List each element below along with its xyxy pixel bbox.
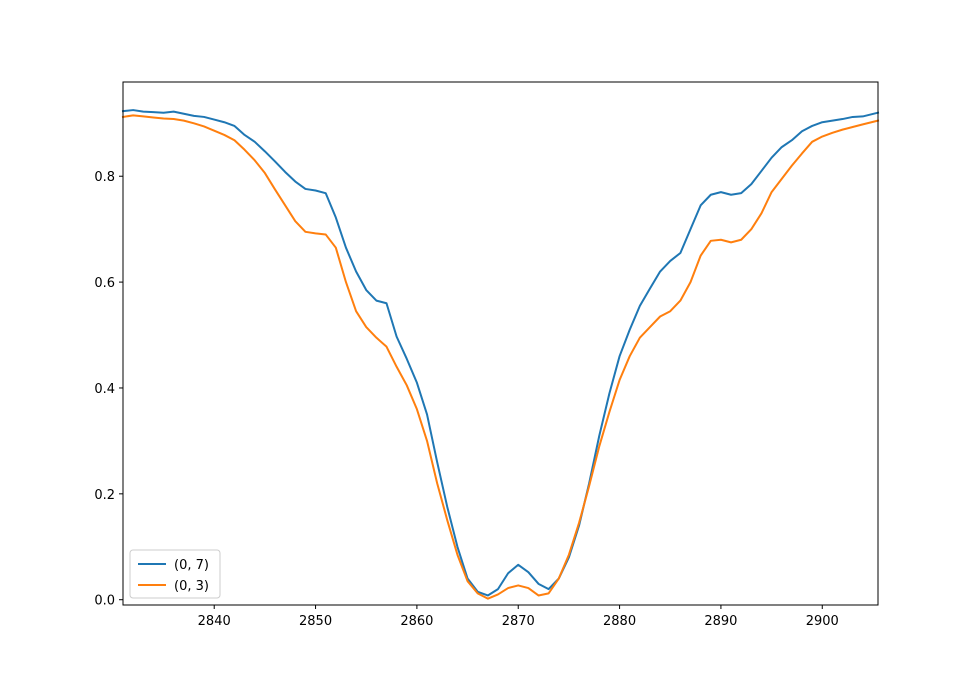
y-tick-label: 0.4	[94, 382, 115, 397]
y-axis: 0.0 0.2 0.4 0.6 0.8	[94, 170, 123, 609]
y-tick-label: 0.6	[94, 276, 115, 291]
y-tick-label: 0.8	[94, 170, 115, 185]
series-layer	[121, 109, 880, 600]
legend: (0, 7) (0, 3)	[129, 549, 221, 599]
x-tick-label: 2900	[806, 614, 839, 629]
x-tick-label: 2870	[502, 614, 535, 629]
series-line-2	[121, 114, 880, 600]
x-tick-label: 2890	[704, 614, 737, 629]
x-tick-label: 2860	[400, 614, 433, 629]
series-line-1	[121, 109, 880, 597]
x-tick-label: 2840	[198, 614, 231, 629]
x-tick-label: 2850	[299, 614, 332, 629]
legend-label-1: (0, 7)	[174, 558, 209, 573]
x-tick-label: 2880	[603, 614, 636, 629]
x-axis: 2840 2850 2860 2870 2880 2890 2900	[198, 605, 839, 629]
plot-area-frame	[122, 81, 879, 606]
legend-label-2: (0, 3)	[174, 579, 209, 594]
y-tick-label: 0.0	[94, 594, 115, 609]
y-tick-label: 0.2	[94, 488, 115, 503]
